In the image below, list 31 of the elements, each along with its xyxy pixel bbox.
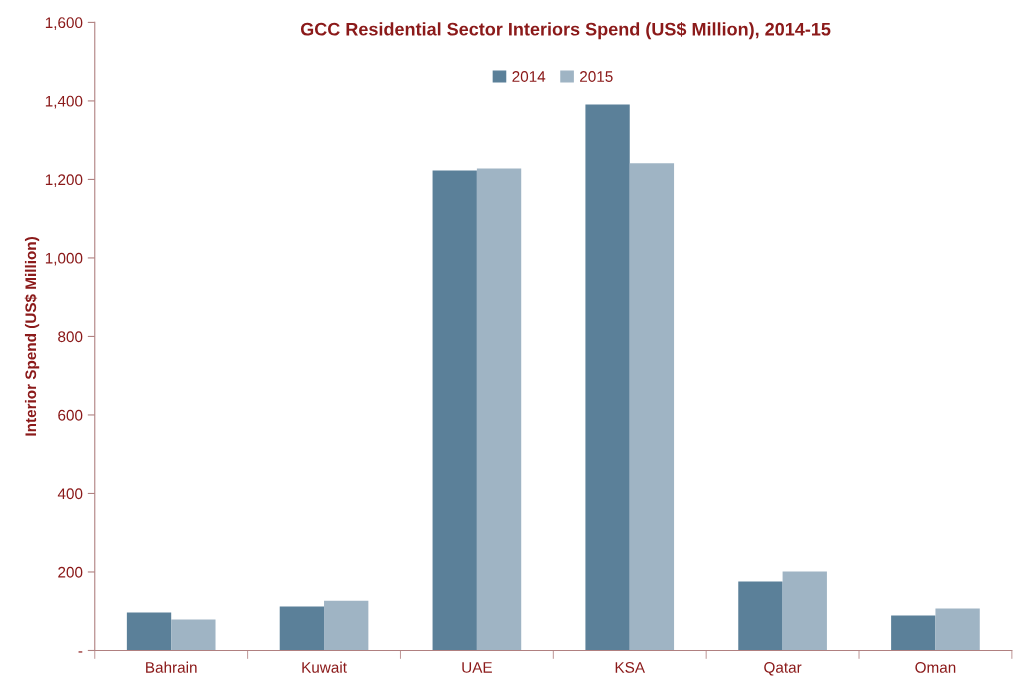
y-tick-label: 600 — [58, 409, 83, 421]
x-tick-label: Qatar — [764, 662, 802, 676]
legend-label: 2014 — [512, 71, 546, 82]
y-tick-label: 1,000 — [45, 252, 83, 266]
y-axis-title: Interior Spend (US$ Million) — [24, 237, 40, 436]
y-tick-label: 1,400 — [45, 95, 83, 109]
bar — [324, 600, 369, 651]
x-tick-label: KSA — [615, 662, 645, 673]
bar — [126, 612, 172, 651]
y-tick-label: 800 — [58, 331, 83, 343]
bar — [432, 170, 477, 651]
y-tick-label: 1,600 — [45, 17, 83, 30]
bar — [476, 168, 522, 651]
bar — [585, 104, 630, 651]
legend-label: 2015 — [580, 71, 613, 82]
y-tick-label: 200 — [58, 566, 83, 578]
x-tick-label: Bahrain — [146, 661, 197, 673]
bar — [891, 615, 936, 651]
x-tick-label: UAE — [462, 662, 492, 673]
bar — [782, 571, 827, 651]
y-tick-label: 400 — [57, 488, 83, 500]
y-tick-label: - — [78, 651, 83, 653]
bar — [171, 619, 216, 651]
x-tick-label: Kuwait — [302, 661, 347, 673]
x-tick-label: Oman — [915, 662, 956, 673]
bar — [279, 606, 325, 651]
bar — [738, 581, 783, 651]
y-tick-label: 1,200 — [45, 174, 83, 187]
chart-title: GCC Residential Sector Interiors Spend (US$ Million), 2014-15 — [300, 21, 831, 40]
bar — [935, 608, 980, 651]
bar — [629, 163, 675, 651]
